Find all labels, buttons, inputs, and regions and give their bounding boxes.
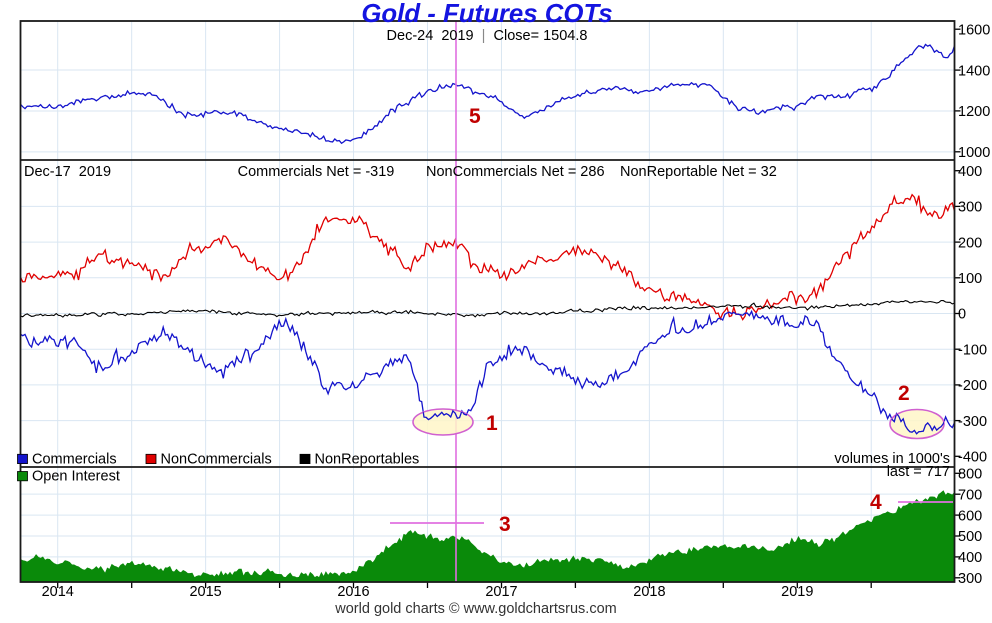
svg-text:last = 717: last = 717	[887, 464, 950, 480]
svg-text:Commercials Net = -319: Commercials Net = -319	[238, 164, 395, 180]
svg-text:500: 500	[958, 529, 982, 545]
svg-text:100: 100	[958, 271, 982, 287]
svg-text:200: 200	[958, 235, 982, 251]
svg-text:NonReportables: NonReportables	[315, 452, 420, 468]
svg-text:Dec-17 2019: Dec-17 2019	[24, 164, 111, 180]
svg-text:0: 0	[958, 307, 966, 323]
svg-text:NonReportable Net = 32: NonReportable Net = 32	[620, 164, 777, 180]
svg-text:Open Interest: Open Interest	[32, 469, 120, 485]
svg-text:600: 600	[958, 508, 982, 524]
svg-text:NonCommercials: NonCommercials	[161, 452, 272, 468]
svg-text:1200: 1200	[958, 104, 990, 120]
svg-text:-300: -300	[958, 414, 987, 430]
svg-text:3: 3	[499, 513, 511, 536]
svg-text:-200: -200	[958, 378, 987, 394]
svg-text:1600: 1600	[958, 22, 990, 38]
svg-text:-400: -400	[958, 450, 987, 466]
svg-text:1: 1	[486, 412, 498, 435]
svg-text:300: 300	[958, 200, 982, 216]
svg-text:2: 2	[898, 382, 910, 405]
svg-text:Commercials: Commercials	[32, 452, 117, 468]
svg-text:Dec-24 2019 | Close= 1504.8: Dec-24 2019 | Close= 1504.8	[387, 28, 588, 44]
svg-text:5: 5	[469, 105, 481, 128]
svg-text:-100: -100	[958, 342, 987, 358]
svg-text:Gold - Futures COTs: Gold - Futures COTs	[361, 0, 612, 28]
svg-text:world gold charts © www.goldch: world gold charts © www.goldchartsrus.co…	[334, 601, 616, 617]
svg-text:1000: 1000	[958, 145, 990, 161]
svg-text:700: 700	[958, 487, 982, 503]
svg-text:800: 800	[958, 467, 982, 483]
svg-text:400: 400	[958, 164, 982, 180]
svg-text:NonCommercials Net = 286: NonCommercials Net = 286	[426, 164, 605, 180]
svg-text:1400: 1400	[958, 63, 990, 79]
svg-text:4: 4	[870, 491, 882, 514]
svg-text:300: 300	[958, 571, 982, 587]
svg-text:400: 400	[958, 550, 982, 566]
